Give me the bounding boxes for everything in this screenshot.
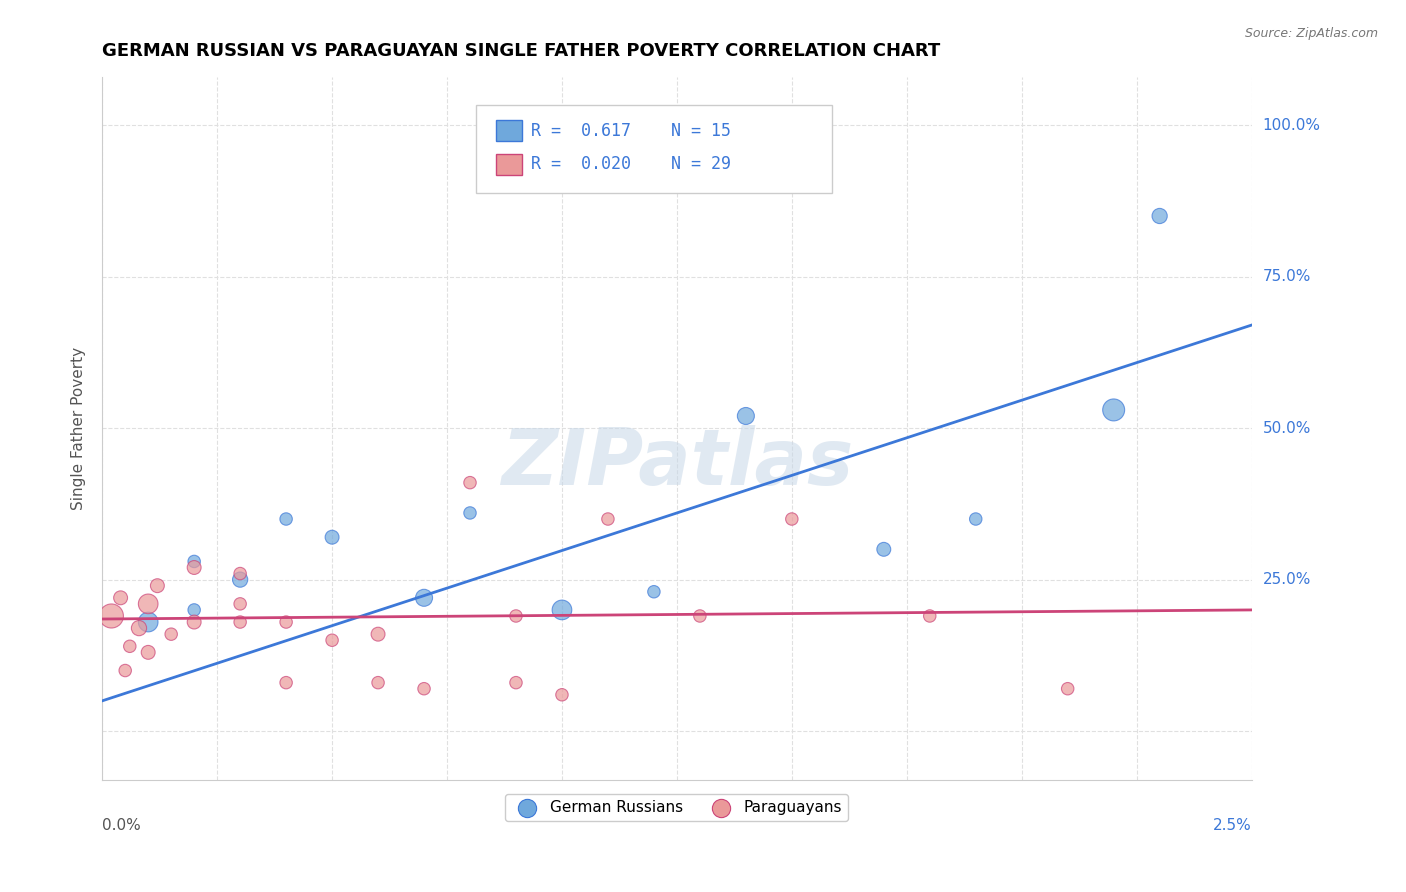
- Text: GERMAN RUSSIAN VS PARAGUAYAN SINGLE FATHER POVERTY CORRELATION CHART: GERMAN RUSSIAN VS PARAGUAYAN SINGLE FATH…: [103, 42, 941, 60]
- Text: R =  0.020    N = 29: R = 0.020 N = 29: [531, 155, 731, 173]
- Point: [229, 566, 252, 581]
- Text: 2.5%: 2.5%: [1213, 818, 1251, 833]
- FancyBboxPatch shape: [475, 104, 832, 193]
- Point: [110, 591, 132, 605]
- Point: [274, 615, 297, 629]
- Point: [596, 512, 619, 526]
- Point: [505, 609, 527, 624]
- Point: [229, 597, 252, 611]
- Text: 25.0%: 25.0%: [1263, 572, 1310, 587]
- Point: [551, 688, 574, 702]
- Point: [100, 609, 122, 624]
- Text: R =  0.617    N = 15: R = 0.617 N = 15: [531, 121, 731, 140]
- Point: [183, 554, 205, 568]
- Text: 50.0%: 50.0%: [1263, 421, 1310, 435]
- Point: [367, 627, 389, 641]
- Point: [505, 675, 527, 690]
- Point: [1149, 209, 1171, 223]
- Point: [183, 560, 205, 574]
- Y-axis label: Single Father Poverty: Single Father Poverty: [72, 347, 86, 509]
- FancyBboxPatch shape: [496, 120, 522, 141]
- FancyBboxPatch shape: [496, 154, 522, 175]
- Point: [780, 512, 803, 526]
- Point: [965, 512, 987, 526]
- Point: [128, 621, 150, 635]
- Point: [367, 675, 389, 690]
- Point: [413, 591, 436, 605]
- Text: ZIPatlas: ZIPatlas: [501, 425, 853, 501]
- Point: [321, 530, 343, 544]
- Text: Source: ZipAtlas.com: Source: ZipAtlas.com: [1244, 27, 1378, 40]
- Point: [146, 579, 169, 593]
- Point: [413, 681, 436, 696]
- Point: [1056, 681, 1078, 696]
- Point: [918, 609, 941, 624]
- Point: [551, 603, 574, 617]
- Point: [321, 633, 343, 648]
- Point: [114, 664, 136, 678]
- Point: [643, 584, 665, 599]
- Point: [136, 615, 159, 629]
- Point: [136, 597, 159, 611]
- Point: [183, 615, 205, 629]
- Text: 0.0%: 0.0%: [103, 818, 141, 833]
- Point: [1102, 403, 1125, 417]
- Text: 100.0%: 100.0%: [1263, 118, 1320, 133]
- Legend: German Russians, Paraguayans: German Russians, Paraguayans: [505, 794, 848, 822]
- Text: 75.0%: 75.0%: [1263, 269, 1310, 284]
- Point: [183, 603, 205, 617]
- Point: [458, 475, 481, 490]
- Point: [689, 609, 711, 624]
- Point: [118, 640, 141, 654]
- Point: [458, 506, 481, 520]
- Point: [734, 409, 756, 423]
- Point: [160, 627, 183, 641]
- Point: [274, 675, 297, 690]
- Point: [873, 542, 896, 557]
- Point: [136, 645, 159, 659]
- Point: [274, 512, 297, 526]
- Point: [229, 615, 252, 629]
- Point: [229, 573, 252, 587]
